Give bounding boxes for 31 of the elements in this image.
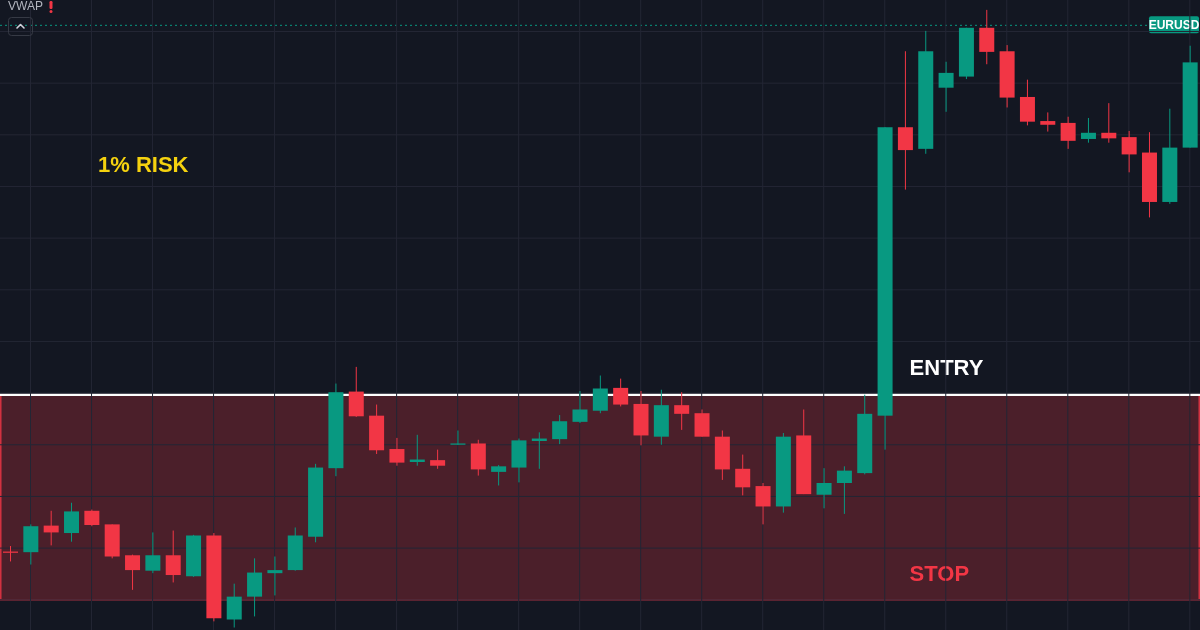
candlestick: [267, 556, 283, 596]
candlestick: [430, 449, 446, 470]
candlestick: [938, 61, 954, 113]
candlestick: [897, 50, 913, 191]
candlestick: [1121, 130, 1137, 173]
candlestick: [1040, 111, 1056, 133]
band-label: STOP: [909, 560, 970, 586]
candlestick: [165, 530, 181, 583]
candlestick: [552, 414, 568, 445]
candlestick: [1101, 102, 1117, 144]
candlestick: [592, 375, 608, 414]
candlestick: [694, 409, 710, 438]
annotation: 1% RISK: [98, 152, 189, 178]
candlestick: [145, 531, 161, 574]
annotation: VWAP: [8, 0, 43, 14]
candlestick: [755, 482, 771, 525]
candlestick: [572, 390, 588, 424]
candlestick: [450, 430, 466, 446]
candlestick: [735, 454, 751, 496]
candlestick: [613, 378, 629, 407]
candlestick: [491, 464, 507, 486]
candlestick: [674, 391, 690, 431]
candlestick: [389, 437, 405, 467]
candlestick: [816, 467, 832, 509]
candlestick: [836, 465, 852, 515]
candlestick: [1080, 117, 1096, 144]
candlestick: [64, 502, 80, 543]
candlestick: [226, 583, 242, 629]
candlestick: [125, 554, 141, 591]
candlestick: [1060, 116, 1076, 150]
ref-line-label: ENTRY: [909, 354, 984, 380]
